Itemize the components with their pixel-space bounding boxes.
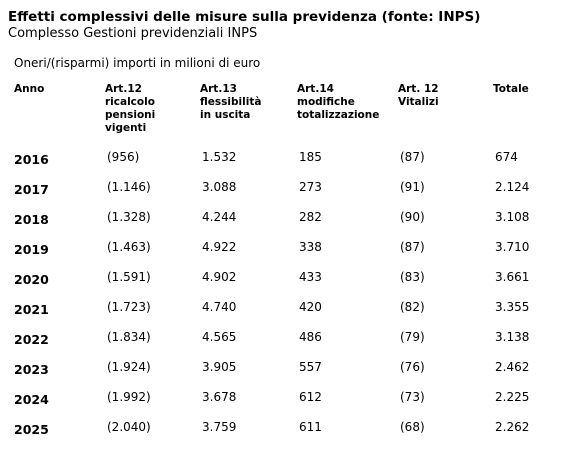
column-header: Anno: [14, 83, 45, 95]
cell: 2.462: [495, 360, 530, 374]
row-year: 2017: [14, 182, 49, 197]
cell: (90): [400, 210, 425, 224]
row-year: 2021: [14, 302, 49, 317]
cell: (87): [400, 150, 425, 164]
cell: (91): [400, 180, 425, 194]
cell: 4.244: [202, 210, 237, 224]
cell: (956): [107, 150, 140, 164]
cell: (76): [400, 360, 425, 374]
cell: (1.723): [107, 300, 151, 314]
column-header: Art.13 flessibilità in uscita: [200, 83, 262, 121]
cell: 611: [299, 420, 322, 434]
cell: 612: [299, 390, 322, 404]
cell: 2.124: [495, 180, 530, 194]
cell: 3.905: [202, 360, 237, 374]
column-header: Art.14 modifiche totalizzazione: [297, 83, 380, 121]
cell: (1.146): [107, 180, 151, 194]
cell: 4.740: [202, 300, 237, 314]
cell: (2.040): [107, 420, 151, 434]
cell: 433: [299, 270, 322, 284]
cell: 3.710: [495, 240, 530, 254]
cell: 3.108: [495, 210, 530, 224]
cell: (79): [400, 330, 425, 344]
cell: 674: [495, 150, 518, 164]
cell: (82): [400, 300, 425, 314]
cell: (1.463): [107, 240, 151, 254]
cell: (68): [400, 420, 425, 434]
cell: 282: [299, 210, 322, 224]
cell: (1.328): [107, 210, 151, 224]
cell: 4.922: [202, 240, 237, 254]
cell: 3.759: [202, 420, 237, 434]
cell: (1.834): [107, 330, 151, 344]
note: Oneri/(risparmi) importi in milioni di e…: [14, 56, 261, 70]
cell: 338: [299, 240, 322, 254]
cell: 420: [299, 300, 322, 314]
cell: 3.678: [202, 390, 237, 404]
cell: 1.532: [202, 150, 237, 164]
row-year: 2022: [14, 332, 49, 347]
column-header: Totale: [493, 83, 529, 95]
cell: 2.262: [495, 420, 530, 434]
cell: 557: [299, 360, 322, 374]
cell: 273: [299, 180, 322, 194]
cell: 185: [299, 150, 322, 164]
cell: 3.138: [495, 330, 530, 344]
cell: (87): [400, 240, 425, 254]
cell: 4.902: [202, 270, 237, 284]
row-year: 2023: [14, 362, 49, 377]
column-header: Art.12 ricalcolo pensioni vigenti: [105, 83, 156, 134]
cell: 486: [299, 330, 322, 344]
cell: 3.088: [202, 180, 237, 194]
cell: 3.661: [495, 270, 530, 284]
cell: 3.355: [495, 300, 530, 314]
cell: (1.924): [107, 360, 151, 374]
row-year: 2018: [14, 212, 49, 227]
cell: (83): [400, 270, 425, 284]
subtitle: Complesso Gestioni previdenziali INPS: [8, 26, 258, 41]
cell: 2.225: [495, 390, 530, 404]
row-year: 2025: [14, 422, 49, 437]
row-year: 2020: [14, 272, 49, 287]
cell: (73): [400, 390, 425, 404]
title: Effetti complessivi delle misure sulla p…: [8, 9, 481, 25]
row-year: 2019: [14, 242, 49, 257]
cell: 4.565: [202, 330, 237, 344]
row-year: 2024: [14, 392, 49, 407]
column-header: Art. 12 Vitalizi: [398, 83, 439, 108]
cell: (1.591): [107, 270, 151, 284]
cell: (1.992): [107, 390, 151, 404]
row-year: 2016: [14, 152, 49, 167]
